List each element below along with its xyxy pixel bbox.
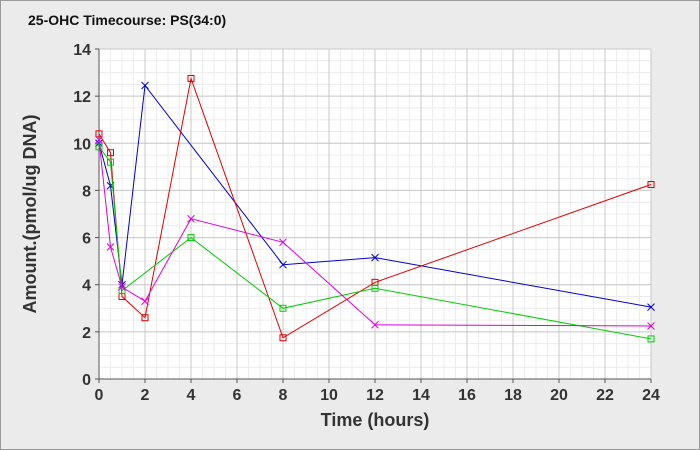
series-line <box>98 139 652 327</box>
marker-stroke <box>187 214 195 223</box>
marker-stroke <box>118 280 126 289</box>
marker-stroke <box>141 81 149 90</box>
x-tick-label: 12 <box>366 387 384 404</box>
series-line <box>98 146 652 340</box>
y-tick-label: 0 <box>82 372 91 389</box>
x-tick-label: 4 <box>187 387 196 404</box>
y-tick-label: 14 <box>73 42 91 59</box>
marker-stroke <box>647 322 655 330</box>
marker-stroke <box>95 135 103 144</box>
y-tick-label: 8 <box>82 183 91 200</box>
y-axis-label: Amount.(pmol/ug DNA) <box>20 115 40 314</box>
y-tick-label: 6 <box>82 231 91 248</box>
data-point <box>118 283 126 291</box>
y-tick-label: 2 <box>82 325 91 342</box>
marker-stroke <box>118 283 126 291</box>
data-point <box>647 322 655 330</box>
data-point <box>647 303 655 311</box>
y-axis-ticks: 0 2 4 6 8 10 12 14 <box>73 42 99 389</box>
data-point <box>106 243 115 251</box>
data-point <box>95 135 103 144</box>
marker-stroke <box>279 238 287 247</box>
y-tick-label: 10 <box>73 136 91 153</box>
x-tick-label: 2 <box>141 387 150 404</box>
data-point <box>187 214 195 223</box>
major-grid <box>98 48 652 380</box>
y-tick-label: 12 <box>73 89 91 106</box>
data-point <box>107 158 114 166</box>
data-point <box>647 335 655 343</box>
x-axis-ticks: 0 2 4 6 8 10 12 14 16 18 20 22 24 <box>95 379 660 404</box>
x-tick-label: 6 <box>233 387 242 404</box>
x-tick-label: 14 <box>412 387 430 404</box>
marker-stroke <box>141 297 149 306</box>
data-point <box>371 320 379 329</box>
x-tick-label: 22 <box>596 387 614 404</box>
data-point <box>279 238 287 247</box>
marker-stroke <box>647 303 655 311</box>
data-point <box>141 297 149 306</box>
data-point <box>371 253 379 262</box>
y-tick-label: 4 <box>82 278 91 295</box>
data-point <box>371 284 379 292</box>
data-point <box>279 304 287 312</box>
series-4 <box>95 135 655 330</box>
data-point <box>118 280 126 289</box>
data-point <box>279 334 287 342</box>
series-3 <box>95 143 655 343</box>
marker-stroke <box>279 260 287 269</box>
marker-stroke <box>371 320 379 329</box>
data-point <box>141 314 149 322</box>
x-axis-label: Time (hours) <box>321 410 430 430</box>
data-point <box>187 234 195 242</box>
data-point <box>647 181 655 189</box>
series-layer <box>95 74 655 343</box>
data-point <box>187 74 195 82</box>
x-tick-label: 20 <box>550 387 568 404</box>
x-tick-label: 24 <box>642 387 660 404</box>
chart-title: 25-OHC Timecourse: PS(34:0) <box>28 12 226 28</box>
data-point <box>279 260 287 269</box>
x-tick-label: 8 <box>279 387 288 404</box>
x-tick-label: 0 <box>95 387 104 404</box>
marker-stroke <box>371 253 379 262</box>
x-tick-label: 18 <box>504 387 522 404</box>
data-point <box>141 81 149 90</box>
x-tick-label: 16 <box>458 387 476 404</box>
x-tick-label: 10 <box>320 387 338 404</box>
marker-stroke <box>106 243 115 251</box>
data-point <box>95 130 103 138</box>
data-point <box>107 149 114 157</box>
series-1 <box>95 81 655 311</box>
